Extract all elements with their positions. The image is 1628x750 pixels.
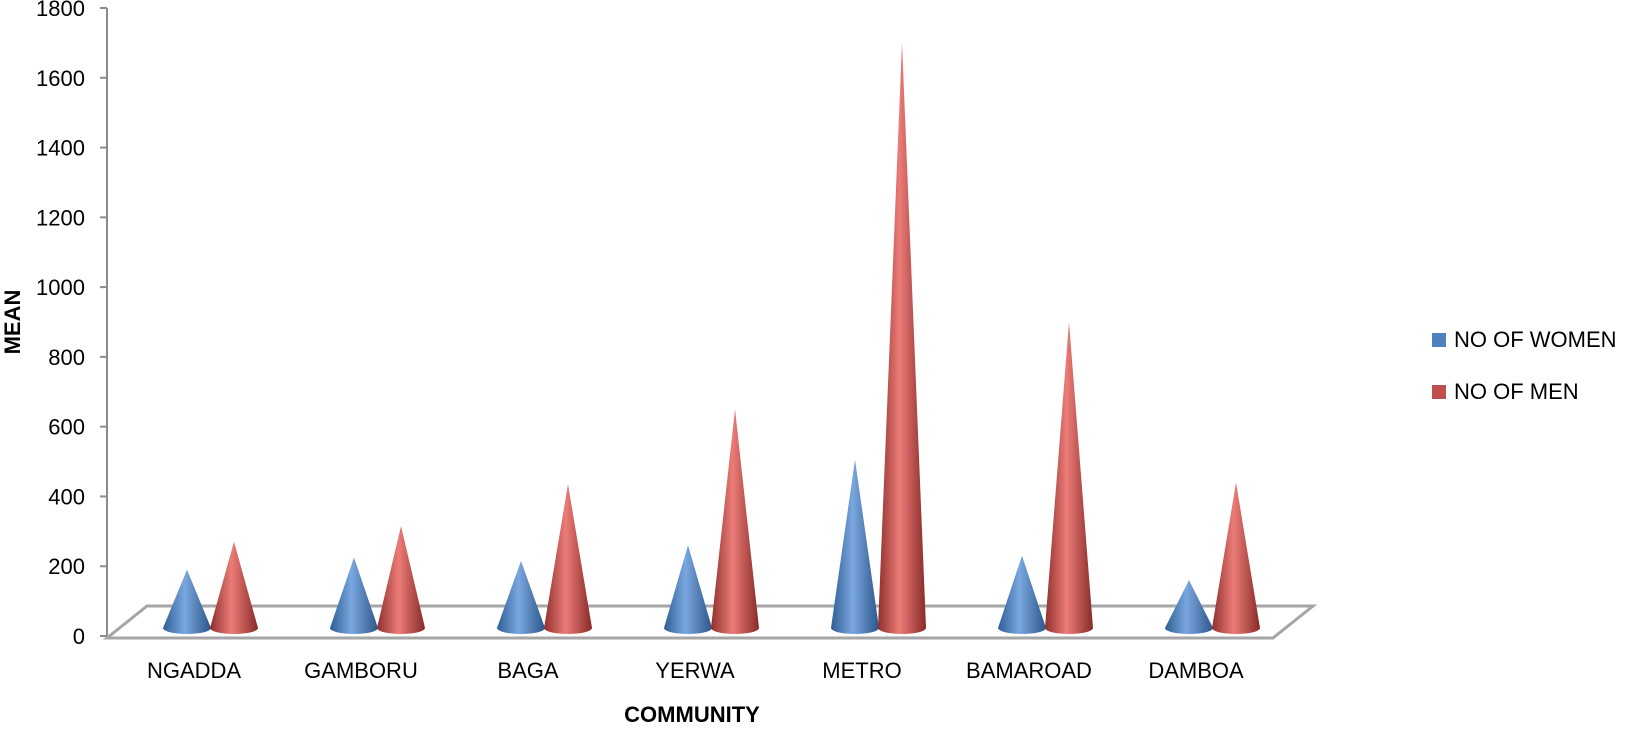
legend: NO OF WOMEN NO OF MEN [1432, 327, 1617, 431]
y-tick-label: 800 [48, 345, 85, 370]
category-label-bamaroad: BAMAROAD [966, 658, 1092, 683]
legend-label-women: NO OF WOMEN [1454, 327, 1617, 352]
cone-no-of-women-damboa [1165, 580, 1213, 634]
chart-floor [102, 604, 1318, 640]
cone-no-of-men-metro [878, 42, 926, 634]
category-labels: NGADDA GAMBORU BAGA YERWA METRO BAMAROAD DAMBO… [147, 658, 1244, 683]
y-tick-labels: 0 200 400 600 800 1000 1200 1400 1600 1800 [36, 0, 85, 649]
cone-no-of-men-bamaroad [1045, 322, 1093, 634]
axes [100, 7, 108, 637]
cone-no-of-women-yerwa [664, 545, 712, 634]
x-axis-title: COMMUNITY [624, 702, 760, 727]
y-axis-title: MEAN [0, 290, 25, 355]
category-label-metro: METRO [822, 658, 901, 683]
legend-item-women: NO OF WOMEN [1432, 327, 1617, 353]
cone-no-of-men-damboa [1212, 482, 1260, 634]
floor-outline [102, 604, 1318, 640]
category-label-ngadda: NGADDA [147, 658, 241, 683]
cone-no-of-men-gamboru [377, 526, 425, 634]
y-tick-label: 1000 [36, 275, 85, 300]
y-tick-label: 600 [48, 415, 85, 440]
cone-no-of-women-metro [831, 459, 879, 634]
category-label-gamboru: GAMBORU [304, 658, 418, 683]
legend-swatch-men [1432, 385, 1446, 399]
y-tick-label: 0 [73, 624, 85, 649]
y-tick-label: 1600 [36, 66, 85, 91]
y-tick-label: 200 [48, 554, 85, 579]
cone-no-of-women-gamboru [330, 557, 378, 634]
cone-no-of-women-baga [497, 560, 545, 634]
legend-item-men: NO OF MEN [1432, 379, 1617, 405]
cone-no-of-men-ngadda [210, 541, 258, 634]
category-label-baga: BAGA [497, 658, 558, 683]
cone-no-of-men-baga [544, 484, 592, 634]
y-tick-label: 1200 [36, 205, 85, 230]
cone-no-of-women-bamaroad [998, 555, 1046, 634]
cone-no-of-men-yerwa [711, 409, 759, 634]
legend-label-men: NO OF MEN [1454, 379, 1579, 404]
category-label-yerwa: YERWA [655, 658, 735, 683]
y-tick-label: 1400 [36, 136, 85, 161]
legend-swatch-women [1432, 333, 1446, 347]
cone-marks [163, 42, 1260, 634]
category-label-damboa: DAMBOA [1148, 658, 1244, 683]
y-tick-label: 1800 [36, 0, 85, 21]
cone-no-of-women-ngadda [163, 569, 211, 634]
y-tick-label: 400 [48, 484, 85, 509]
